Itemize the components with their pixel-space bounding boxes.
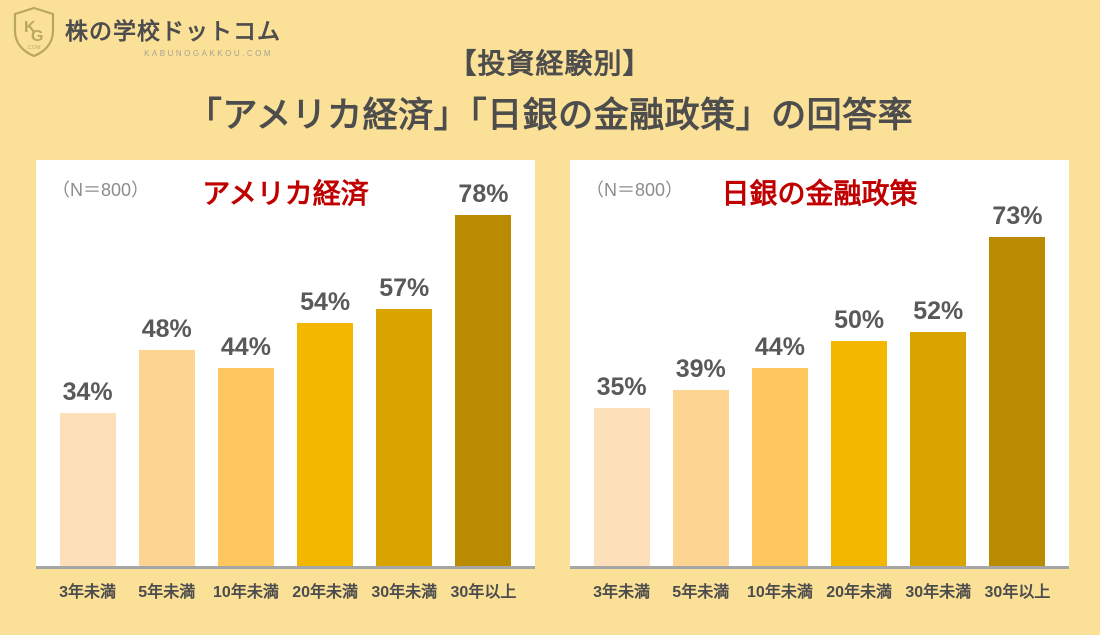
- bar-column: 78%: [444, 180, 523, 566]
- headline: 【投資経験別】 「アメリカ経済」「日銀の金融政策」の回答率: [0, 42, 1100, 138]
- chart-title: アメリカ経済: [202, 178, 369, 209]
- x-axis-label: 30年未満: [905, 584, 972, 601]
- bar-column: 50%: [820, 306, 899, 566]
- bar-column: 34%: [48, 378, 127, 566]
- bar: [831, 341, 888, 566]
- chart-title: 日銀の金融政策: [721, 178, 918, 209]
- x-axis-labels: 3年未満 5年未満 10年未満 20年未満 30年未満 30年以上: [36, 578, 535, 602]
- chart-panel: （N＝800） 日銀の金融政策 35% 39% 44% 50% 52% 73%: [570, 160, 1069, 569]
- bar: [217, 368, 274, 566]
- bar-value-label: 44%: [220, 333, 271, 361]
- bar-column: 44%: [740, 333, 819, 566]
- bar-column: 52%: [899, 297, 978, 566]
- bar-value-label: 57%: [379, 274, 430, 302]
- bar: [593, 408, 650, 566]
- bar-value-label: 35%: [596, 373, 647, 401]
- chart-america-economy: （N＝800） アメリカ経済 34% 48% 44% 54% 57% 78% 3年未満 5年…: [36, 160, 535, 602]
- bar: [297, 323, 354, 566]
- x-axis-labels: 3年未満 5年未満 10年未満 20年未満 30年未満 30年以上: [570, 578, 1069, 602]
- brand-domain: KABUNOGAKKOU.COM: [144, 49, 273, 58]
- bar-value-label: 39%: [675, 355, 726, 383]
- bar: [989, 237, 1046, 566]
- bar: [672, 390, 729, 566]
- bar-column: 48%: [127, 315, 206, 566]
- x-axis-label: 10年未満: [213, 584, 279, 601]
- chart-panel: （N＝800） アメリカ経済 34% 48% 44% 54% 57% 78%: [36, 160, 535, 569]
- x-axis-label: 3年未満: [59, 584, 117, 601]
- bar-value-label: 54%: [300, 288, 351, 316]
- x-axis-label: 30年以上: [450, 584, 517, 601]
- bar: [910, 332, 967, 566]
- brand-text: 株の学校ドットコム KABUNOGAKKOU.COM: [65, 6, 281, 58]
- x-axis-label: 5年未満: [138, 584, 196, 601]
- bar-value-label: 52%: [913, 297, 964, 325]
- bar-column: 57%: [365, 274, 444, 566]
- svg-text:.COM: .COM: [26, 45, 41, 51]
- bar-value-label: 50%: [834, 306, 885, 334]
- bar-value-label: 48%: [141, 315, 192, 343]
- bar: [59, 413, 116, 566]
- bar-value-label: 44%: [754, 333, 805, 361]
- bar-column: 73%: [978, 202, 1057, 566]
- bars-area: 34% 48% 44% 54% 57% 78%: [36, 157, 535, 566]
- bar: [376, 309, 433, 566]
- bar: [138, 350, 195, 566]
- bar-value-label: 73%: [992, 202, 1043, 230]
- page-title-line1: 【投資経験別】: [448, 48, 652, 79]
- charts-row: （N＝800） アメリカ経済 34% 48% 44% 54% 57% 78% 3年未満 5年…: [36, 160, 1069, 602]
- bar: [455, 215, 512, 566]
- bar-column: 54%: [286, 288, 365, 566]
- bar-column: 44%: [206, 333, 285, 566]
- brand-logo: K G .COM 株の学校ドットコム KABUNOGAKKOU.COM: [10, 6, 281, 58]
- x-axis-label: 30年以上: [984, 584, 1051, 601]
- x-axis-label: 20年未満: [826, 584, 892, 601]
- bar: [751, 368, 808, 566]
- bar-column: 35%: [582, 373, 661, 566]
- brand-name: 株の学校ドットコム: [65, 18, 281, 44]
- x-axis-label: 5年未満: [672, 584, 730, 601]
- bar-column: 39%: [661, 355, 740, 566]
- x-axis-label: 20年未満: [292, 584, 358, 601]
- bars-area: 35% 39% 44% 50% 52% 73%: [570, 157, 1069, 566]
- svg-text:K: K: [24, 19, 36, 36]
- x-axis-label: 3年未満: [593, 584, 651, 601]
- x-axis-label: 30年未満: [371, 584, 438, 601]
- sample-size-note: （N＝800）: [586, 180, 684, 200]
- bar-value-label: 78%: [458, 180, 509, 208]
- svg-text:G: G: [31, 28, 43, 45]
- sample-size-note: （N＝800）: [52, 180, 150, 200]
- page-title-line2: 「アメリカ経済」「日銀の金融政策」の回答率: [186, 96, 914, 135]
- bar-value-label: 34%: [62, 378, 113, 406]
- x-axis-label: 10年未満: [747, 584, 813, 601]
- shield-logo-icon: K G .COM: [13, 6, 55, 58]
- chart-boj-monetary-policy: （N＝800） 日銀の金融政策 35% 39% 44% 50% 52% 73% 3年未満 5…: [570, 160, 1069, 602]
